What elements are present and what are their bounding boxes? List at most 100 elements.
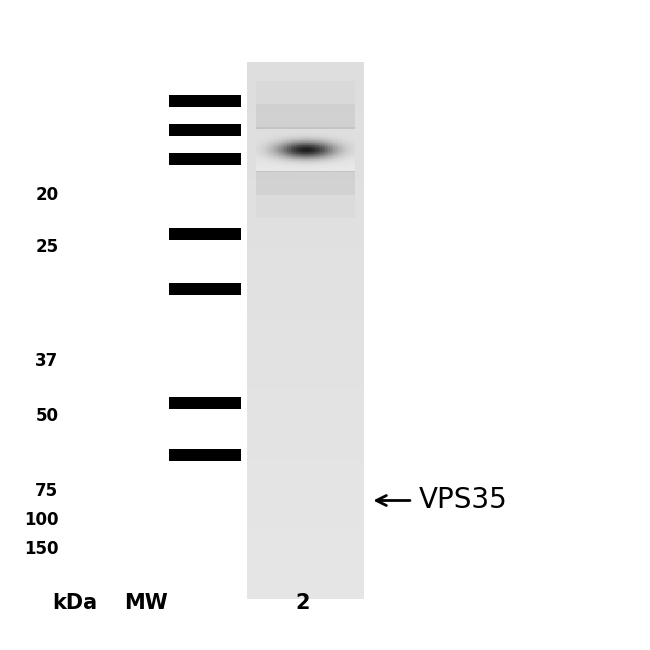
Bar [348,164,350,166]
Bar [328,156,330,157]
Bar [280,130,281,131]
Bar [274,156,276,157]
Bar [324,160,326,161]
Bar [263,150,265,151]
Bar [332,150,333,151]
Bar [341,138,343,139]
Bar [337,129,339,130]
Bar [263,136,265,137]
Bar [273,142,275,143]
Bar [333,166,335,167]
Bar [340,150,342,151]
Bar [322,133,324,134]
Bar [335,133,337,134]
Bar [348,155,350,156]
Bar [350,154,352,155]
Bar [322,153,324,155]
Bar [281,161,283,162]
Bar [328,131,330,132]
Bar [296,133,298,134]
Bar [299,163,301,164]
Bar [311,154,313,155]
Bar [284,147,286,148]
Bar [343,169,345,170]
Bar [274,151,276,153]
Bar [318,145,320,146]
Bar [344,153,347,154]
Bar [304,155,306,156]
Bar [311,144,313,145]
Bar [322,144,324,145]
Bar [266,168,268,169]
Bar [297,141,299,142]
Bar [247,116,364,122]
Bar [314,161,316,162]
Bar [309,164,311,165]
Bar [265,157,266,158]
Bar [247,410,364,417]
Bar [330,158,332,159]
Bar [270,135,272,136]
Bar [328,147,330,148]
Bar [330,167,332,168]
Bar [337,161,339,162]
Bar [268,135,270,136]
Bar [265,164,266,165]
Bar [259,131,261,132]
Bar [292,150,294,151]
Bar [312,140,314,141]
Bar [284,129,286,131]
Bar [328,141,330,142]
Bar [315,147,317,148]
Bar [324,164,326,165]
Bar [352,129,354,130]
Bar [286,130,288,131]
Bar [266,140,268,142]
Bar [346,132,348,133]
Bar [352,146,354,147]
Bar [278,161,280,162]
Bar [318,153,320,155]
Bar [306,150,307,151]
Bar [352,147,354,148]
Bar [307,155,309,156]
Bar [353,130,355,131]
Bar [330,141,332,142]
Bar [317,169,319,170]
Bar [306,136,307,137]
Bar [259,168,261,169]
Bar [289,156,291,157]
Bar [311,158,313,159]
Bar [338,143,340,144]
Bar [276,137,278,138]
Bar [256,130,258,131]
Bar [292,161,294,162]
Bar [270,131,272,133]
Bar [328,167,330,168]
Bar [289,164,291,166]
Bar [338,149,340,150]
Bar [265,129,266,130]
Bar [312,162,314,164]
Bar [340,131,342,133]
Bar [289,163,291,164]
Bar [256,127,355,172]
Bar [271,147,273,148]
Bar [352,138,354,139]
Bar [287,150,289,151]
Bar [346,147,348,148]
Bar [268,142,270,143]
Bar [291,156,292,157]
Bar [296,162,298,163]
Bar [344,151,347,152]
Bar [332,164,333,166]
Bar [328,130,330,131]
Bar [265,130,266,131]
Bar [299,161,301,162]
Bar [353,142,355,144]
Bar [289,137,291,138]
Bar [320,156,322,157]
Bar [247,287,364,293]
Bar [296,167,298,168]
Bar [294,141,296,142]
